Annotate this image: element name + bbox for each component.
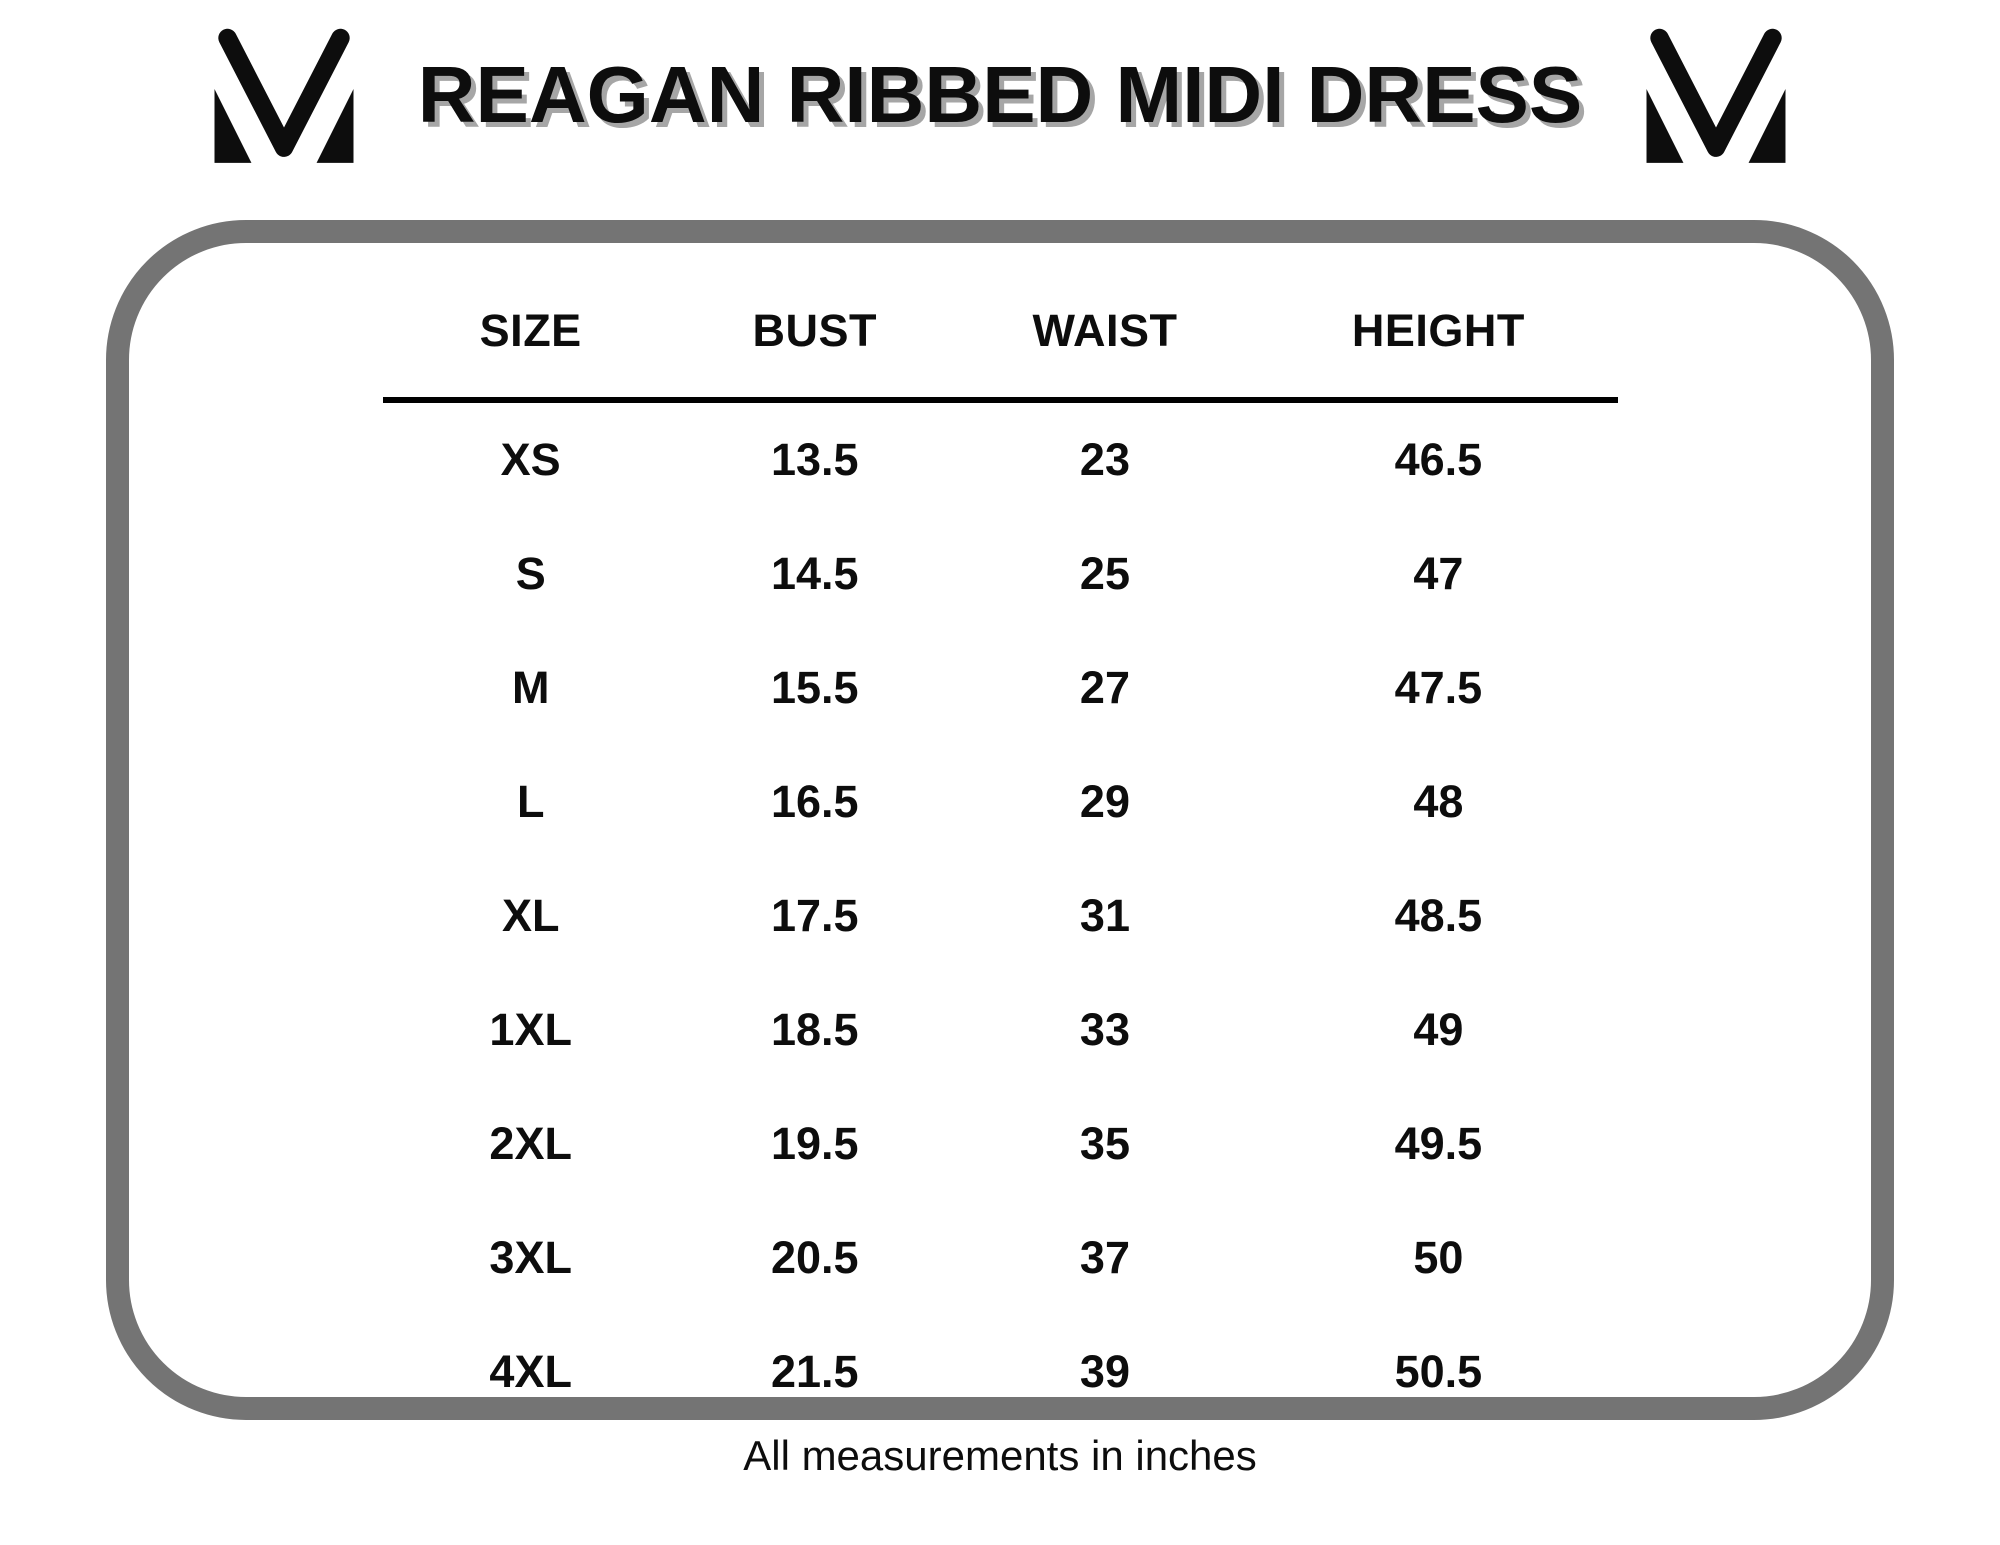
height-cell: 47.5 [1394, 662, 1483, 713]
bust-cell: 17.5 [770, 890, 859, 941]
size-chart-card: SIZE BUST WAIST HEIGHT XS 13.5 23 46.5 S… [106, 220, 1894, 1420]
size-chart-header: SIZE BUST WAIST HEIGHT [382, 283, 1618, 403]
column-header-size: SIZE [382, 283, 679, 403]
height-cell: 48 [1413, 776, 1464, 827]
bust-cell: 21.5 [770, 1346, 859, 1397]
table-row: XL 17.5 31 48.5 [383, 859, 1618, 973]
size-cell: S [515, 548, 546, 599]
brand-logo-right-icon [1646, 28, 1786, 163]
measurements-note: All measurements in inches [743, 1432, 1257, 1479]
size-cell: L [516, 776, 545, 827]
waist-cell: 25 [1079, 548, 1130, 599]
bust-cell: 18.5 [770, 1004, 859, 1055]
waist-cell: 35 [1079, 1118, 1130, 1169]
title-bar: REAGAN RIBBED MIDI DRESS [0, 26, 2000, 164]
brand-logo-left-icon [214, 28, 354, 163]
page-title: REAGAN RIBBED MIDI DRESS [417, 50, 1583, 139]
height-cell: 50.5 [1394, 1346, 1483, 1397]
bust-cell: 16.5 [770, 776, 859, 827]
table-row: L 16.5 29 48 [383, 745, 1618, 859]
size-chart-body: XS 13.5 23 46.5 S 14.5 25 47 M 15.5 27 4… [383, 400, 1618, 1397]
waist-cell: 29 [1079, 776, 1130, 827]
table-row: 3XL 20.5 37 50 [383, 1201, 1618, 1315]
height-cell: 49.5 [1394, 1118, 1483, 1169]
size-cell: 3XL [489, 1232, 572, 1283]
bust-cell: 13.5 [770, 434, 859, 485]
bust-cell: 15.5 [770, 662, 859, 713]
waist-cell: 33 [1079, 1004, 1130, 1055]
height-cell: 46.5 [1394, 434, 1483, 485]
size-cell: XS [500, 434, 561, 485]
waist-cell: 39 [1079, 1346, 1130, 1397]
table-row: 2XL 19.5 35 49.5 [383, 1087, 1618, 1201]
column-header-bust: BUST [678, 283, 951, 403]
column-header-waist: WAIST [950, 283, 1260, 403]
bust-cell: 19.5 [770, 1118, 859, 1169]
table-row: M 15.5 27 47.5 [383, 631, 1618, 745]
height-cell: 47 [1413, 548, 1464, 599]
waist-cell: 23 [1079, 434, 1130, 485]
size-cell: XL [501, 890, 560, 941]
waist-cell: 27 [1079, 662, 1130, 713]
table-row: 1XL 18.5 33 49 [383, 973, 1618, 1087]
table-row: 4XL 21.5 39 50.5 [383, 1315, 1618, 1397]
size-cell: 1XL [489, 1004, 572, 1055]
size-chart-table: SIZE BUST WAIST HEIGHT XS 13.5 23 46.5 S… [382, 283, 1618, 1397]
size-cell: 4XL [489, 1346, 572, 1397]
header-row: SIZE BUST WAIST HEIGHT [382, 283, 1618, 403]
height-cell: 50 [1413, 1232, 1464, 1283]
bust-cell: 14.5 [770, 548, 859, 599]
column-header-height: HEIGHT [1259, 283, 1618, 403]
waist-cell: 37 [1079, 1232, 1130, 1283]
height-cell: 48.5 [1394, 890, 1483, 941]
size-cell: M [511, 662, 550, 713]
table-row: S 14.5 25 47 [383, 517, 1618, 631]
size-cell: 2XL [489, 1118, 572, 1169]
height-cell: 49 [1413, 1004, 1464, 1055]
table-row: XS 13.5 23 46.5 [383, 400, 1618, 517]
bust-cell: 20.5 [770, 1232, 859, 1283]
waist-cell: 31 [1079, 890, 1130, 941]
